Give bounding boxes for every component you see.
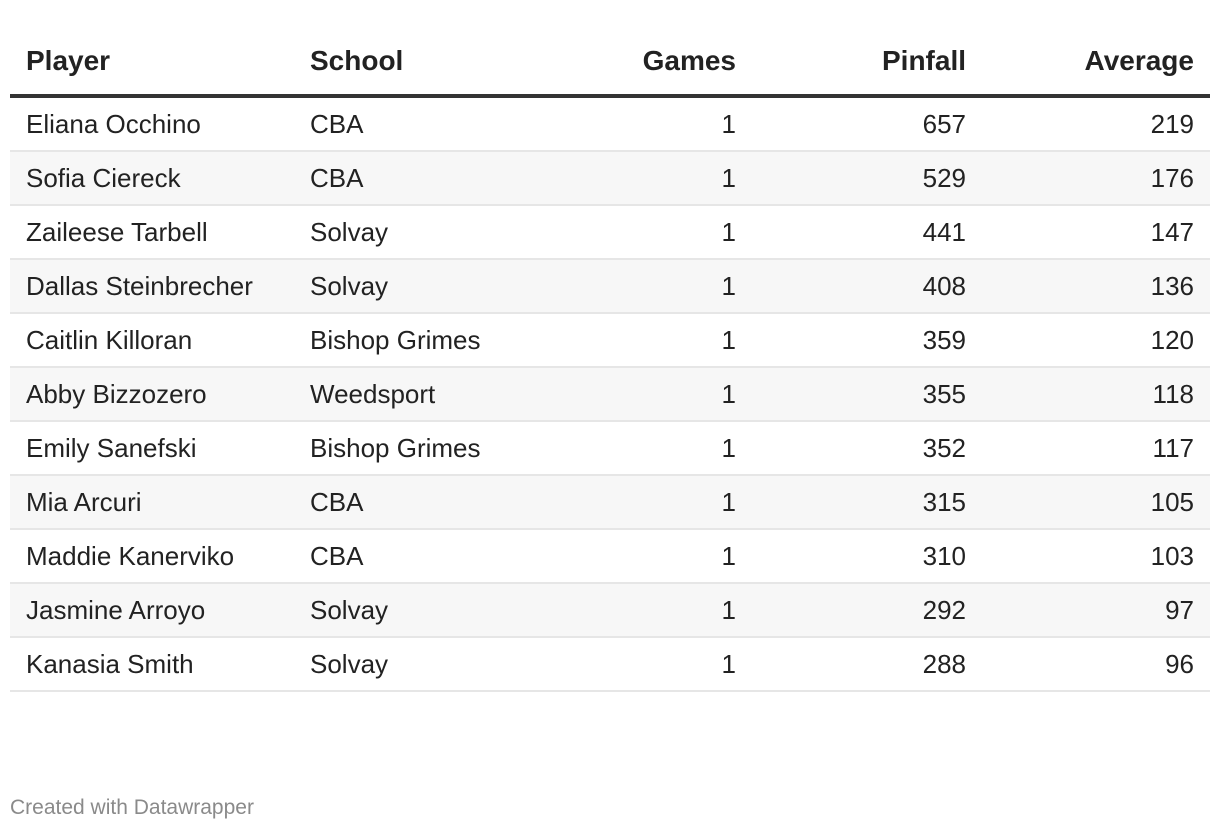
cell-average: 118 <box>982 367 1210 422</box>
table-row: Abby Bizzozero Weedsport 1 355 118 <box>10 367 1210 422</box>
cell-school: Bishop Grimes <box>294 313 580 368</box>
cell-average: 136 <box>982 259 1210 314</box>
cell-pinfall: 288 <box>752 637 982 692</box>
cell-pinfall: 355 <box>752 367 982 422</box>
cell-school: CBA <box>294 96 580 152</box>
cell-player: Mia Arcuri <box>10 475 294 530</box>
cell-games: 1 <box>580 205 752 260</box>
cell-average: 219 <box>982 96 1210 152</box>
cell-player: Maddie Kanerviko <box>10 529 294 584</box>
cell-average: 97 <box>982 583 1210 638</box>
cell-player: Emily Sanefski <box>10 421 294 476</box>
header-pinfall[interactable]: Pinfall <box>752 30 982 98</box>
cell-player: Jasmine Arroyo <box>10 583 294 638</box>
cell-average: 147 <box>982 205 1210 260</box>
table-row: Caitlin Killoran Bishop Grimes 1 359 120 <box>10 313 1210 368</box>
cell-player: Dallas Steinbrecher <box>10 259 294 314</box>
cell-games: 1 <box>580 637 752 692</box>
table-body: Eliana Occhino CBA 1 657 219 Sofia Ciereck CBA… <box>10 96 1210 692</box>
cell-average: 96 <box>982 637 1210 692</box>
table-row: Sofia Ciereck CBA 1 529 176 <box>10 151 1210 206</box>
cell-school: CBA <box>294 475 580 530</box>
header-player[interactable]: Player <box>10 30 294 98</box>
table-row: Eliana Occhino CBA 1 657 219 <box>10 96 1210 152</box>
cell-pinfall: 315 <box>752 475 982 530</box>
cell-player: Sofia Ciereck <box>10 151 294 206</box>
cell-games: 1 <box>580 367 752 422</box>
cell-school: Weedsport <box>294 367 580 422</box>
cell-pinfall: 310 <box>752 529 982 584</box>
table-row: Dallas Steinbrecher Solvay 1 408 136 <box>10 259 1210 314</box>
cell-average: 103 <box>982 529 1210 584</box>
header-average[interactable]: Average <box>982 30 1210 98</box>
cell-pinfall: 352 <box>752 421 982 476</box>
cell-average: 105 <box>982 475 1210 530</box>
cell-games: 1 <box>580 313 752 368</box>
table-row: Mia Arcuri CBA 1 315 105 <box>10 475 1210 530</box>
cell-school: Solvay <box>294 259 580 314</box>
table-row: Zaileese Tarbell Solvay 1 441 147 <box>10 205 1210 260</box>
table-row: Emily Sanefski Bishop Grimes 1 352 117 <box>10 421 1210 476</box>
cell-games: 1 <box>580 475 752 530</box>
cell-player: Zaileese Tarbell <box>10 205 294 260</box>
table-row: Kanasia Smith Solvay 1 288 96 <box>10 637 1210 692</box>
cell-school: Bishop Grimes <box>294 421 580 476</box>
cell-pinfall: 408 <box>752 259 982 314</box>
cell-school: CBA <box>294 151 580 206</box>
table-row: Jasmine Arroyo Solvay 1 292 97 <box>10 583 1210 638</box>
cell-pinfall: 292 <box>752 583 982 638</box>
cell-player: Eliana Occhino <box>10 96 294 152</box>
cell-games: 1 <box>580 151 752 206</box>
header-games[interactable]: Games <box>580 30 752 98</box>
cell-player: Kanasia Smith <box>10 637 294 692</box>
cell-player: Abby Bizzozero <box>10 367 294 422</box>
cell-player: Caitlin Killoran <box>10 313 294 368</box>
cell-pinfall: 657 <box>752 96 982 152</box>
cell-average: 117 <box>982 421 1210 476</box>
cell-school: Solvay <box>294 205 580 260</box>
cell-school: Solvay <box>294 583 580 638</box>
data-table: Player School Games Pinfall Average Elia… <box>10 30 1210 692</box>
table-row: Maddie Kanerviko CBA 1 310 103 <box>10 529 1210 584</box>
cell-school: CBA <box>294 529 580 584</box>
cell-games: 1 <box>580 421 752 476</box>
datawrapper-credit[interactable]: Created with Datawrapper <box>10 796 254 819</box>
cell-average: 120 <box>982 313 1210 368</box>
header-row: Player School Games Pinfall Average <box>10 30 1210 98</box>
cell-pinfall: 441 <box>752 205 982 260</box>
cell-games: 1 <box>580 583 752 638</box>
cell-pinfall: 359 <box>752 313 982 368</box>
cell-average: 176 <box>982 151 1210 206</box>
cell-games: 1 <box>580 259 752 314</box>
header-school[interactable]: School <box>294 30 580 98</box>
cell-pinfall: 529 <box>752 151 982 206</box>
cell-school: Solvay <box>294 637 580 692</box>
data-table-container: Player School Games Pinfall Average Elia… <box>10 30 1210 692</box>
cell-games: 1 <box>580 529 752 584</box>
cell-games: 1 <box>580 96 752 152</box>
